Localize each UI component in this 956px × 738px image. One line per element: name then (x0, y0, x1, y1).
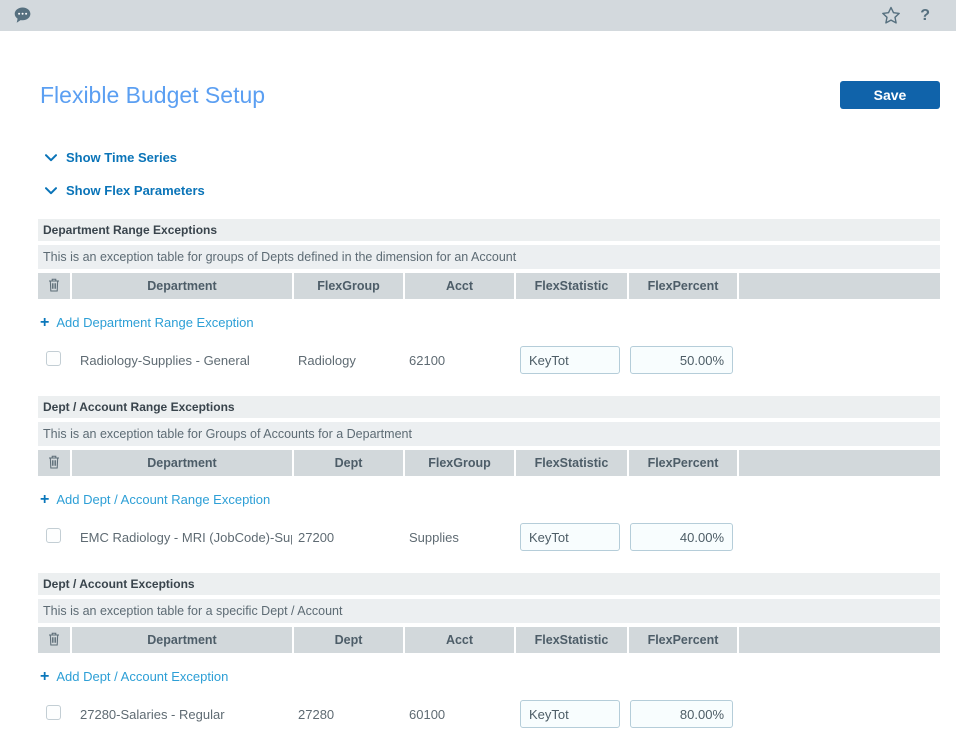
department-value: EMC Radiology - MRI (JobCode)-Supplies (80, 529, 292, 545)
flexgroup-value: Radiology (298, 352, 356, 368)
title-row: Flexible Budget Setup Save (38, 81, 940, 109)
toggle-label: Show Time Series (66, 149, 178, 165)
add-link-label: Add Dept / Account Range Exception (56, 492, 271, 507)
column-header-flexpercent: FlexPercent (629, 627, 737, 653)
delete-column-header (38, 450, 70, 476)
dept-account-range-exceptions-table: Dept / Account Range Exceptions This is … (38, 396, 940, 552)
department-value: 27280-Salaries - Regular (80, 706, 225, 722)
flex-statistic-input[interactable] (520, 523, 620, 551)
column-header-empty (739, 450, 940, 476)
column-header: Acct (405, 273, 514, 299)
chevron-down-icon (45, 183, 57, 198)
delete-column-header (38, 627, 70, 653)
flex-statistic-input[interactable] (520, 700, 620, 728)
column-header-flexstatistic: FlexStatistic (516, 273, 627, 299)
column-header: FlexGroup (294, 273, 403, 299)
chevron-down-icon (45, 150, 57, 165)
add-link-label: Add Dept / Account Exception (56, 669, 229, 684)
delete-column-header (38, 273, 70, 299)
row-checkbox[interactable] (46, 528, 61, 543)
column-header: Acct (405, 627, 514, 653)
department-range-exceptions-table: Department Range Exceptions This is an e… (38, 219, 940, 375)
acct-value: 60100 (409, 706, 446, 722)
star-icon[interactable] (881, 6, 901, 25)
table-title: Dept / Account Exceptions (38, 573, 940, 595)
department-value: Radiology-Supplies - General (80, 352, 250, 368)
table-row: EMC Radiology - MRI (JobCode)-Supplies 2… (38, 522, 940, 552)
trash-icon (48, 278, 60, 295)
dept-value: 27200 (298, 529, 335, 545)
dept-value: 27280 (298, 706, 335, 722)
add-dept-account-range-exception-link[interactable]: + Add Dept / Account Range Exception (40, 491, 940, 508)
flex-percent-input[interactable] (630, 700, 733, 728)
save-button[interactable]: Save (840, 81, 940, 109)
flex-statistic-input[interactable] (520, 346, 620, 374)
toggle-show-time-series[interactable]: Show Time Series (45, 149, 940, 165)
table-description: This is an exception table for Groups of… (38, 422, 940, 446)
plus-icon: + (40, 313, 50, 331)
column-header: Dept (294, 450, 403, 476)
table-row: 27280-Salaries - Regular 27280 60100 (38, 699, 940, 729)
top-bar: ? (0, 0, 956, 31)
table-description: This is an exception table for a specifi… (38, 599, 940, 623)
column-header-empty (739, 627, 940, 653)
dept-account-exceptions-table: Dept / Account Exceptions This is an exc… (38, 573, 940, 729)
trash-icon (48, 632, 60, 649)
toggle-links: Show Time Series Show Flex Parameters (45, 149, 940, 198)
row-checkbox[interactable] (46, 351, 61, 366)
column-header-department: Department (72, 273, 292, 299)
add-dept-account-exception-link[interactable]: + Add Dept / Account Exception (40, 668, 940, 685)
plus-icon: + (40, 667, 50, 685)
column-header-flexstatistic: FlexStatistic (516, 450, 627, 476)
flex-percent-input[interactable] (630, 346, 733, 374)
column-header-department: Department (72, 627, 292, 653)
plus-icon: + (40, 490, 50, 508)
table-header-row: Department Dept FlexGroup FlexStatistic … (38, 450, 940, 476)
column-header: FlexGroup (405, 450, 514, 476)
add-link-label: Add Department Range Exception (56, 315, 254, 330)
flex-percent-input[interactable] (630, 523, 733, 551)
table-header-row: Department FlexGroup Acct FlexStatistic … (38, 273, 940, 299)
column-header-flexpercent: FlexPercent (629, 273, 737, 299)
column-header-flexpercent: FlexPercent (629, 450, 737, 476)
column-header-empty (739, 273, 940, 299)
page-title: Flexible Budget Setup (40, 81, 266, 108)
table-title: Department Range Exceptions (38, 219, 940, 241)
column-header: Dept (294, 627, 403, 653)
acct-value: 62100 (409, 352, 446, 368)
table-description: This is an exception table for groups of… (38, 245, 940, 269)
flexgroup-value: Supplies (409, 529, 459, 545)
toggle-show-flex-parameters[interactable]: Show Flex Parameters (45, 182, 940, 198)
table-header-row: Department Dept Acct FlexStatistic FlexP… (38, 627, 940, 653)
row-checkbox[interactable] (46, 705, 61, 720)
help-icon[interactable]: ? (920, 6, 930, 24)
table-row: Radiology-Supplies - General Radiology 6… (38, 345, 940, 375)
column-header-department: Department (72, 450, 292, 476)
table-title: Dept / Account Range Exceptions (38, 396, 940, 418)
toggle-label: Show Flex Parameters (66, 182, 205, 198)
page-content: Flexible Budget Setup Save Show Time Ser… (0, 81, 956, 729)
add-department-range-exception-link[interactable]: + Add Department Range Exception (40, 314, 940, 331)
column-header-flexstatistic: FlexStatistic (516, 627, 627, 653)
chat-bubble-icon[interactable] (14, 7, 32, 24)
trash-icon (48, 455, 60, 472)
